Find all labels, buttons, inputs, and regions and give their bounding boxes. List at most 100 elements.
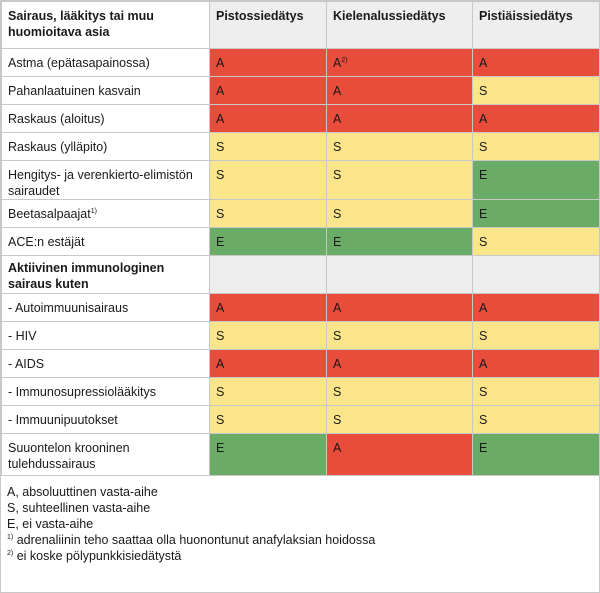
rating-cell: S	[209, 377, 327, 406]
row-label-text: Pahanlaatuinen kasvain	[8, 83, 141, 98]
row-label: Hengitys- ja verenkierto-elimistön saira…	[1, 160, 210, 200]
legend-notes: A, absoluuttinen vasta-aihe S, suhteelli…	[1, 476, 599, 572]
rating-value: A	[479, 55, 488, 70]
section-label: Aktiivinen immunologinen sairaus kuten	[1, 255, 210, 294]
rating-value: S	[333, 328, 342, 343]
table-row: - AIDS A A A	[1, 349, 600, 378]
rating-cell: S	[326, 377, 473, 406]
rating-cell: E	[472, 433, 600, 476]
table-body: Astma (epätasapainossa) A A2) A Pahanlaatuin…	[1, 48, 600, 476]
rating-value: S	[216, 384, 225, 399]
rating-cell: E	[209, 433, 327, 476]
row-label: - Immunosupressiolääkitys	[1, 377, 210, 406]
rating-value: E	[479, 168, 488, 182]
rating-value: E	[333, 234, 342, 249]
rating-cell: S	[209, 321, 327, 350]
rating-cell: A	[326, 104, 473, 133]
rating-value: S	[333, 412, 342, 427]
rating-cell: A	[472, 104, 600, 133]
rating-cell: S	[326, 321, 473, 350]
row-label-text: Suuontelon krooninen tulehdussairaus	[8, 441, 130, 471]
row-label: Raskaus (aloitus)	[1, 104, 210, 133]
rating-value: A	[216, 55, 225, 70]
table-row: Beetasalpaajat1) S S E	[1, 199, 600, 228]
rating-value: A	[216, 356, 225, 371]
rating-cell: S	[209, 160, 327, 200]
rating-cell: S	[326, 132, 473, 161]
rating-value: S	[479, 139, 488, 154]
rating-cell: E	[472, 160, 600, 200]
row-label: Astma (epätasapainossa)	[1, 48, 210, 77]
rating-cell: S	[472, 321, 600, 350]
rating-value: A	[479, 300, 488, 315]
rating-cell: S	[326, 160, 473, 200]
table-row: Pahanlaatuinen kasvain A A S	[1, 76, 600, 105]
rating-value: S	[216, 139, 225, 154]
rating-value: S	[333, 168, 342, 182]
footnote-1-mark: 1)	[7, 534, 14, 541]
table-row: - Immuunipuutokset S S S	[1, 405, 600, 434]
rating-value: E	[216, 441, 225, 455]
rating-cell: A	[472, 48, 600, 77]
rating-cell: A	[472, 293, 600, 322]
rating-cell: A	[209, 76, 327, 105]
rating-cell: S	[472, 76, 600, 105]
table-row: Astma (epätasapainossa) A A2) A	[1, 48, 600, 77]
note-a: A, absoluuttinen vasta-aihe	[7, 485, 158, 499]
rating-value: A	[479, 111, 488, 126]
table-row: - Immunosupressiolääkitys S S S	[1, 377, 600, 406]
footnote-1-text: adrenaliinin teho saattaa olla huonontun…	[13, 533, 376, 547]
rating-value: E	[479, 441, 488, 455]
note-s: S, suhteellinen vasta-aihe	[7, 501, 151, 515]
row-label-text: - Autoimmuunisairaus	[8, 300, 129, 315]
rating-value: S	[333, 384, 342, 399]
row-label-text: Hengitys- ja verenkierto-elimistön saira…	[8, 168, 193, 198]
row-label: Pahanlaatuinen kasvain	[1, 76, 210, 105]
rating-cell: S	[326, 405, 473, 434]
rating-value: A	[333, 356, 342, 371]
rating-cell: E	[472, 199, 600, 228]
rating-value: A	[333, 55, 342, 70]
table-row: Raskaus (ylläpito) S S S	[1, 132, 600, 161]
rating-cell: A	[472, 349, 600, 378]
rating-value: A	[216, 300, 225, 315]
rating-value: S	[216, 206, 225, 221]
header-insect: Pistiäissiedätys	[472, 1, 600, 49]
row-label: Suuontelon krooninen tulehdussairaus	[1, 433, 210, 476]
row-label-text: - Immuunipuutokset	[8, 412, 118, 427]
contraindication-table: Sairaus, lääkitys tai muu huomioitava as…	[1, 1, 600, 476]
rating-value: S	[479, 234, 488, 249]
rating-cell: S	[209, 199, 327, 228]
rating-value: A	[216, 111, 225, 126]
section-empty-cell	[326, 255, 473, 294]
rating-value: S	[216, 328, 225, 343]
row-label-text: - Immunosupressiolääkitys	[8, 384, 156, 399]
rating-cell: A	[209, 104, 327, 133]
header-injection: Pistossiedätys	[209, 1, 327, 49]
table-row: Suuontelon krooninen tulehdussairaus E A E	[1, 433, 600, 476]
rating-cell: A	[326, 349, 473, 378]
rating-cell: A	[209, 349, 327, 378]
rating-value: S	[479, 328, 488, 343]
rating-cell: S	[472, 405, 600, 434]
rating-cell: A2)	[326, 48, 473, 77]
rating-value: S	[333, 206, 342, 221]
row-label: Raskaus (ylläpito)	[1, 132, 210, 161]
rating-value: S	[216, 168, 225, 182]
rating-cell: S	[209, 405, 327, 434]
rating-value: E	[216, 234, 225, 249]
row-label-text: ACE:n estäjät	[8, 234, 85, 249]
row-label-footnote: 1)	[90, 207, 97, 215]
rating-cell: S	[209, 132, 327, 161]
row-label: - Immuunipuutokset	[1, 405, 210, 434]
row-label-text: - HIV	[8, 328, 37, 343]
rating-cell: A	[209, 293, 327, 322]
table-row: Raskaus (aloitus) A A A	[1, 104, 600, 133]
table-header-row: Sairaus, lääkitys tai muu huomioitava as…	[1, 1, 600, 49]
rating-value: S	[333, 139, 342, 154]
rating-footnote: 2)	[341, 56, 348, 64]
rating-cell: S	[472, 377, 600, 406]
rating-cell: A	[326, 433, 473, 476]
row-label: - Autoimmuunisairaus	[1, 293, 210, 322]
